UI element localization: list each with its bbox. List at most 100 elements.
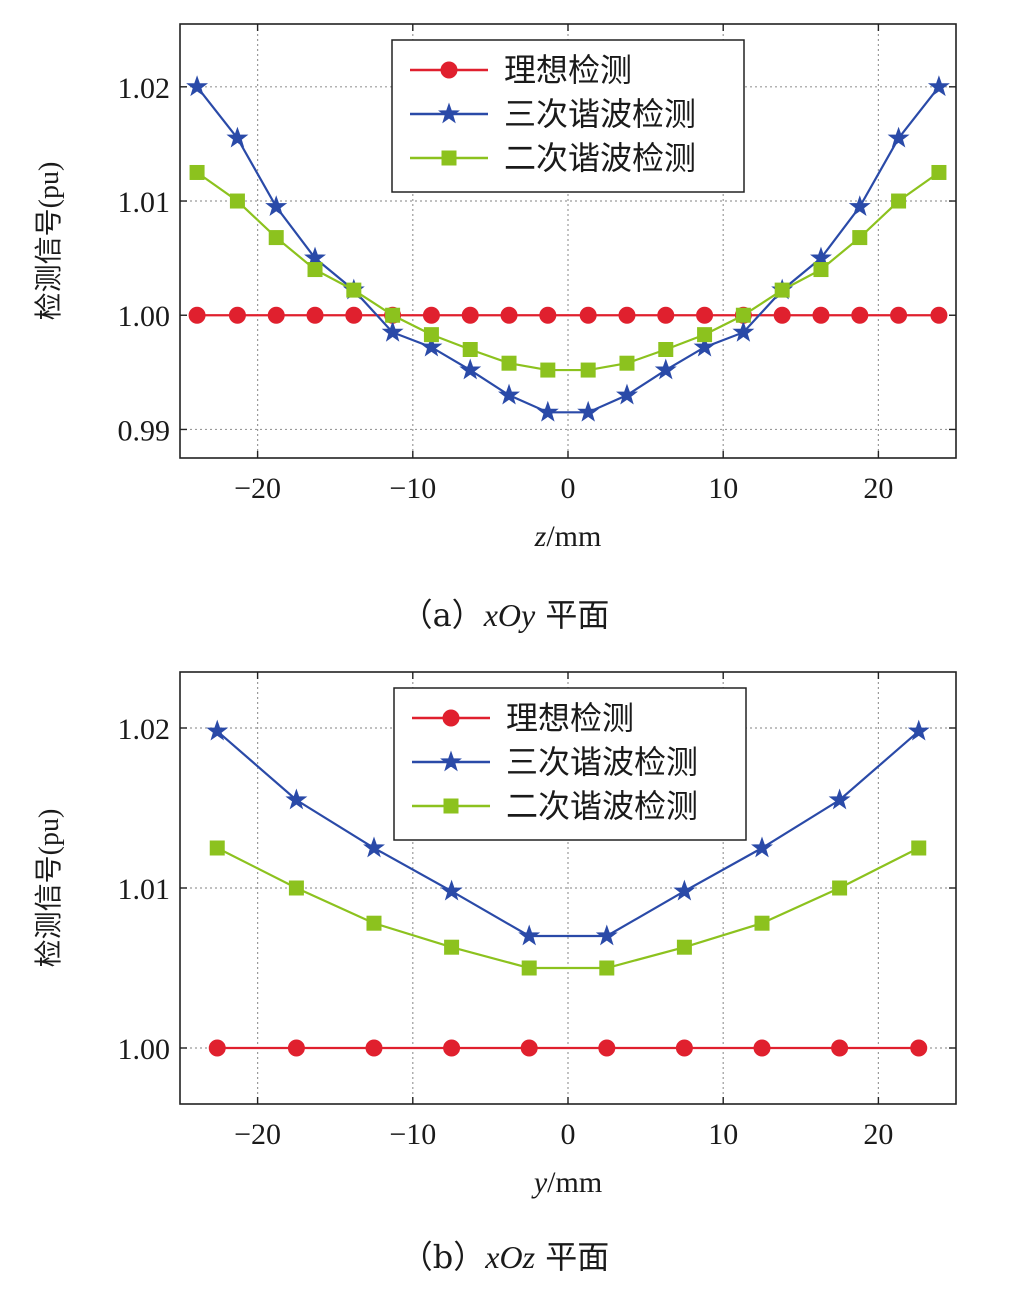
y-axis-label: 检测信号(pu)	[33, 809, 65, 968]
data-point	[595, 924, 618, 946]
data-point	[732, 320, 755, 342]
data-point	[931, 164, 947, 180]
data-point	[579, 306, 597, 324]
data-point	[346, 282, 362, 298]
data-point	[618, 306, 636, 324]
x-tick-label: −20	[234, 1118, 281, 1151]
y-tick-label: 1.00	[118, 1033, 171, 1066]
x-axis-label-unit: /mm	[547, 1166, 602, 1199]
data-point	[539, 306, 557, 324]
data-point	[774, 282, 790, 298]
data-point	[345, 306, 363, 324]
series-square	[209, 840, 927, 976]
data-point	[518, 924, 541, 946]
data-point	[675, 1039, 693, 1057]
data-point	[385, 307, 401, 323]
data-point	[753, 1039, 771, 1057]
data-point	[306, 306, 324, 324]
x-axis-label-var: z	[534, 520, 547, 553]
data-point	[422, 306, 440, 324]
data-point	[228, 306, 246, 324]
data-point	[188, 306, 206, 324]
data-point	[907, 719, 930, 741]
legend-label: 二次谐波检测	[506, 788, 698, 824]
x-tick-label: 10	[708, 1118, 738, 1151]
data-point	[910, 1039, 928, 1057]
data-point	[773, 306, 791, 324]
data-point	[366, 915, 382, 931]
legend-label: 二次谐波检测	[504, 140, 696, 176]
data-point	[673, 879, 696, 901]
data-point	[891, 193, 907, 209]
data-point	[229, 193, 245, 209]
legend-marker	[442, 709, 460, 727]
y-tick-label: 1.01	[118, 873, 171, 906]
data-point	[657, 306, 675, 324]
data-point	[461, 306, 479, 324]
x-tick-label: 0	[561, 472, 576, 505]
x-tick-label: 20	[863, 472, 893, 505]
data-point	[599, 960, 615, 976]
caption-b: （b）xOz 平面	[0, 1232, 1010, 1278]
data-point	[848, 195, 871, 217]
legend-marker	[440, 750, 462, 772]
data-point	[754, 915, 770, 931]
data-point	[285, 788, 308, 810]
data-point	[536, 400, 559, 422]
data-point	[812, 306, 830, 324]
data-point	[654, 358, 677, 380]
chart-xOz-plane: −20 −10 0 10 20 1.00 1.01 1.02 y/mm 检测信号(pu) 理想检测三…	[33, 671, 957, 1199]
series-star	[206, 719, 930, 946]
legend-label: 三次谐波检测	[506, 744, 698, 780]
data-point	[851, 306, 869, 324]
data-point	[521, 960, 537, 976]
caption-a-prefix: （a）	[400, 596, 484, 634]
data-point	[676, 939, 692, 955]
caption-a-suffix: 平面	[535, 596, 610, 634]
y-tick-label: 0.99	[118, 414, 171, 447]
data-point	[813, 262, 829, 278]
legend-label: 理想检测	[504, 52, 632, 88]
chart-xOy-plane: −20 −10 0 10 20 0.99 1.00 1.01 1.02 z/mm 检测信号(pu) 理…	[33, 23, 957, 553]
series-line	[216, 847, 920, 970]
data-point	[189, 164, 205, 180]
data-point	[696, 306, 714, 324]
data-point	[423, 327, 439, 343]
y-axis-label: 检测信号(pu)	[33, 162, 65, 321]
data-point	[443, 1039, 461, 1057]
legend-marker	[438, 102, 460, 124]
data-point	[852, 230, 868, 246]
data-point	[500, 306, 518, 324]
data-point	[501, 355, 517, 371]
caption-b-prefix: （b）	[400, 1238, 486, 1276]
data-point	[363, 836, 385, 858]
data-point	[440, 879, 463, 901]
caption-b-suffix: 平面	[535, 1238, 610, 1276]
data-point	[616, 383, 638, 405]
data-point	[365, 1039, 383, 1057]
x-axis-label: z/mm	[534, 520, 602, 553]
y-tick-label: 1.02	[118, 713, 171, 746]
data-point	[887, 126, 910, 148]
data-point	[697, 327, 713, 343]
y-tick-label: 1.00	[118, 300, 171, 333]
x-axis-label-var: y	[531, 1166, 548, 1199]
data-point	[832, 880, 848, 896]
legend-label: 理想检测	[506, 700, 634, 736]
data-point	[693, 335, 716, 357]
data-point	[598, 1039, 616, 1057]
legend-marker	[443, 798, 459, 814]
data-point	[828, 788, 851, 810]
x-axis-label-unit: /mm	[546, 520, 601, 553]
data-point	[420, 335, 443, 357]
data-point	[267, 306, 285, 324]
data-point	[927, 75, 950, 97]
series-square	[189, 164, 947, 378]
data-point	[209, 840, 225, 856]
data-point	[658, 342, 674, 357]
data-point	[288, 880, 304, 896]
series-line	[216, 730, 920, 938]
data-point	[520, 1039, 538, 1057]
